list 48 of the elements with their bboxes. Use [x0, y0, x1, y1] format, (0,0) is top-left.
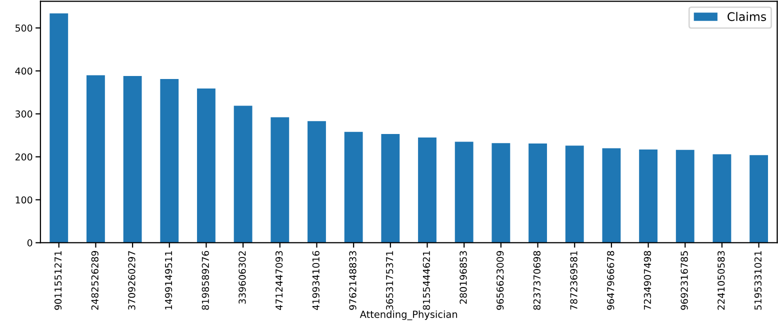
x-tick-label: 2482526289 [91, 251, 98, 310]
x-tick-label: 7234907498 [644, 251, 652, 310]
bar [381, 134, 400, 243]
y-tick-label: 400 [15, 67, 32, 75]
bar [234, 106, 252, 243]
bar [602, 148, 621, 243]
bar [270, 117, 290, 243]
legend-label: Claims [728, 12, 766, 22]
x-tick-label: 1499149511 [164, 251, 172, 310]
x-tick-label: 5195331021 [754, 251, 762, 310]
bar [454, 142, 474, 243]
bar [123, 76, 142, 243]
y-tick-label: 0 [27, 239, 32, 246]
x-tick-label: 8155444621 [422, 251, 430, 310]
x-tick-label: 280196853 [460, 251, 467, 304]
bar [86, 75, 105, 243]
x-tick-label: 9647966678 [607, 251, 614, 310]
x-tick-label: 4199341016 [312, 250, 320, 310]
x-tick-label: 7872369581 [570, 251, 578, 310]
x-tick-label: 8237370698 [533, 251, 541, 310]
bar [750, 155, 768, 243]
x-tick-label: 9656623009 [496, 251, 504, 310]
x-tick-label: 3709260297 [128, 251, 136, 310]
x-tick-label: 9692316785 [680, 251, 688, 310]
x-tick-label: 9762148833 [349, 251, 356, 310]
x-tick-label: 4712447093 [276, 251, 283, 310]
bar [418, 137, 436, 243]
bar [712, 154, 732, 243]
x-tick-label: 2241050583 [718, 251, 725, 310]
x-axis-title: Attending_Physician [360, 310, 458, 320]
bar [344, 132, 363, 243]
bar [492, 143, 510, 243]
x-tick-label: 3653175371 [386, 251, 394, 310]
x-tick-label: 8198589276 [202, 250, 209, 310]
bar [308, 121, 326, 243]
bar [50, 13, 68, 243]
y-tick-label: 300 [16, 110, 32, 118]
bar [676, 150, 694, 243]
bar [565, 146, 584, 243]
y-tick-label: 100 [16, 196, 32, 204]
x-tick-label: 9011551271 [54, 251, 62, 310]
bar [639, 150, 658, 243]
x-tick-label: 339606302 [238, 251, 246, 304]
bar [528, 143, 547, 243]
y-tick-label: 200 [15, 153, 32, 161]
bar [197, 88, 216, 243]
bar [160, 79, 179, 243]
y-tick-label: 500 [16, 24, 32, 32]
